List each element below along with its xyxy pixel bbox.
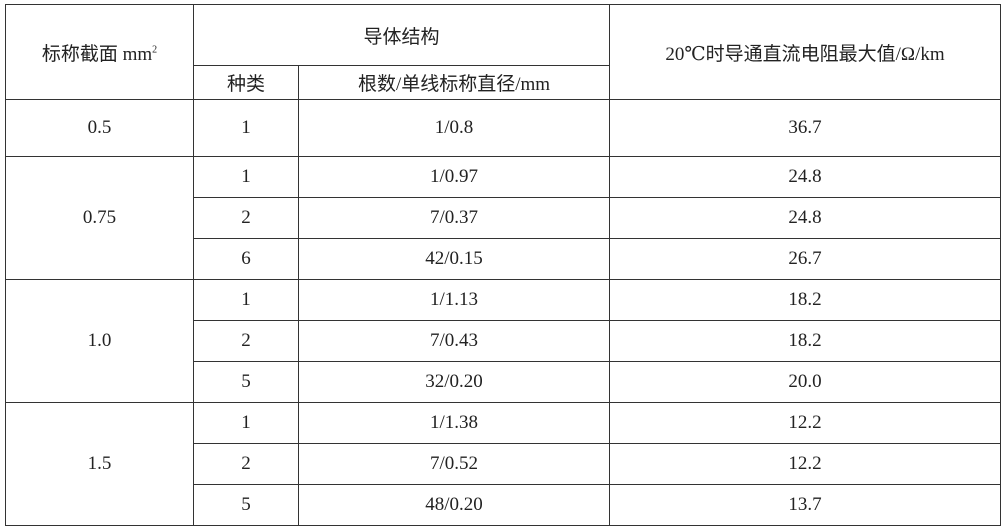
strands-cell: 48/0.20	[298, 484, 610, 526]
type-cell: 5	[193, 361, 299, 403]
conductor-table: 标称截面 mm2 导体结构 20℃时导通直流电阻最大值/Ω/km 种类 根数/单…	[5, 4, 1001, 526]
type-cell: 1	[193, 99, 299, 157]
strands-cell: 1/1.13	[298, 279, 610, 321]
strands-cell: 42/0.15	[298, 238, 610, 280]
table-row: 6 42/0.15 26.7	[6, 238, 1001, 280]
table-row: 0.75 1 1/0.97 24.8	[5, 156, 1001, 280]
strands-cell: 1/0.97	[298, 156, 610, 198]
table-row: 5 32/0.20 20.0	[6, 361, 1001, 403]
type-cell: 5	[193, 484, 299, 526]
strands-cell: 1/0.8	[298, 99, 610, 157]
header-strands: 根数/单线标称直径/mm	[298, 65, 610, 100]
type-cell: 1	[193, 402, 299, 444]
strands-cell: 7/0.43	[298, 320, 610, 362]
header-conductor-structure: 导体结构	[193, 4, 610, 66]
type-cell: 1	[193, 279, 299, 321]
resistance-cell: 12.2	[609, 402, 1001, 444]
table-row: 1.5 1 1/1.38 12.2	[5, 402, 1001, 526]
resistance-cell: 24.8	[609, 156, 1001, 198]
strands-cell: 7/0.52	[298, 443, 610, 485]
section-cell: 0.5	[5, 99, 194, 157]
resistance-cell: 18.2	[609, 320, 1001, 362]
table-row: 0.5 1 1/0.8 36.7	[5, 99, 1001, 157]
resistance-cell: 18.2	[609, 279, 1001, 321]
resistance-cell: 26.7	[609, 238, 1001, 280]
header-nominal-section: 标称截面 mm2	[5, 4, 194, 100]
strands-cell: 32/0.20	[298, 361, 610, 403]
table-row: 2 7/0.52 12.2	[6, 443, 1001, 485]
resistance-cell: 24.8	[609, 197, 1001, 239]
table-row: 5 48/0.20 13.7	[6, 484, 1001, 526]
section-cell: 0.75	[5, 156, 194, 280]
resistance-cell: 13.7	[609, 484, 1001, 526]
resistance-cell: 20.0	[609, 361, 1001, 403]
section-cell: 1.0	[5, 279, 194, 403]
strands-cell: 1/1.38	[298, 402, 610, 444]
section-cell: 1.5	[5, 402, 194, 526]
table-row: 2 7/0.37 24.8	[6, 197, 1001, 239]
header-type: 种类	[193, 65, 299, 100]
header-resistance: 20℃时导通直流电阻最大值/Ω/km	[609, 4, 1001, 100]
resistance-cell: 12.2	[609, 443, 1001, 485]
resistance-cell: 36.7	[609, 99, 1001, 157]
strands-cell: 7/0.37	[298, 197, 610, 239]
type-cell: 2	[193, 197, 299, 239]
type-cell: 2	[193, 320, 299, 362]
type-cell: 6	[193, 238, 299, 280]
type-cell: 1	[193, 156, 299, 198]
type-cell: 2	[193, 443, 299, 485]
table-row: 1.0 1 1/1.13 18.2	[5, 279, 1001, 403]
